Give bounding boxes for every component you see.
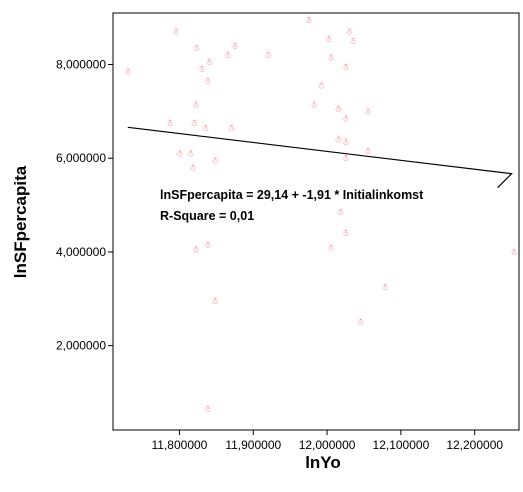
data-point: ☃: [341, 61, 349, 73]
data-point: ☃: [189, 162, 197, 174]
plot-frame: [112, 12, 520, 431]
data-point: ☃: [325, 33, 333, 45]
fit-line-group: [127, 126, 513, 189]
fit-equation: lnSFpercapita = 29,14 + -1,91 * Initiali…: [160, 188, 424, 202]
y-tick-label: 4,000000: [56, 245, 106, 259]
data-point: ☃: [334, 103, 342, 115]
data-point: ☃: [341, 152, 349, 164]
data-point: ☃: [211, 295, 219, 307]
data-point: ☃: [211, 155, 219, 167]
data-point: ☃: [198, 63, 206, 75]
data-point: ☃: [124, 66, 132, 78]
y-axis-title: lnSFpercapita: [11, 165, 30, 278]
data-point: ☃: [327, 52, 335, 64]
y-tick-label: 6,000000: [56, 151, 106, 165]
data-point: ☃: [317, 80, 325, 92]
data-point: ☃: [203, 75, 211, 87]
y-tick-label: 8,000000: [56, 58, 106, 72]
data-point: ☃: [227, 122, 235, 134]
data-point: ☃: [341, 227, 349, 239]
data-point: ☃: [192, 42, 200, 54]
data-point: ☃: [345, 26, 353, 38]
data-point: ☃: [364, 105, 372, 117]
data-point: ☃: [201, 122, 209, 134]
data-point: ☃: [192, 244, 200, 256]
data-point: ☃: [356, 316, 364, 328]
data-point: ☃: [172, 26, 180, 38]
data-point: ☃: [192, 98, 200, 110]
data-point: ☃: [231, 40, 239, 52]
data-point: ☃: [510, 246, 518, 258]
data-point: ☃: [175, 148, 183, 160]
x-tick-label: 12,100000: [373, 438, 430, 452]
data-point: ☃: [166, 117, 174, 129]
data-point: ☃: [327, 241, 335, 253]
x-axis-ticks: 11,800000 11,900000 12,000000 12,100000 12,2…: [152, 430, 503, 452]
data-point: ☃: [190, 117, 198, 129]
data-point: ☃: [203, 239, 211, 251]
x-axis-title: lnYo: [305, 453, 341, 472]
scatter-points: ☃☃☃☃ ☃☃☃☃☃☃☃☃☃☃☃☃☃☃☃☃☃☃☃☃☃☃☃☃☃☃☃☃☃☃☃☃☃☃☃☃…: [124, 14, 518, 415]
data-point: ☃: [334, 134, 342, 146]
data-point: ☃: [186, 148, 194, 160]
x-tick-label: 11,800000: [152, 438, 208, 452]
y-axis-ticks: 2,000000 4,000000 6,000000 8,000000: [56, 58, 113, 353]
x-tick-label: 12,200000: [446, 438, 503, 452]
data-point: ☃: [310, 98, 318, 110]
data-point: ☃: [341, 112, 349, 124]
fit-line: [127, 126, 513, 189]
data-point: ☃: [203, 403, 211, 415]
data-point: ☃: [223, 49, 231, 61]
data-point: ☃: [336, 206, 344, 218]
y-tick-label: 2,000000: [56, 339, 106, 353]
data-point: ☃: [349, 35, 357, 47]
r-square-label: R-Square = 0,01: [160, 209, 254, 223]
data-point: ☃: [205, 56, 213, 68]
data-point: ☃: [341, 136, 349, 148]
data-point: ☃: [364, 145, 372, 157]
data-point: ☃: [264, 49, 272, 61]
data-point: ☃: [381, 281, 389, 293]
x-tick-label: 12,000000: [299, 438, 356, 452]
data-point: ☃: [305, 14, 313, 26]
x-tick-label: 11,900000: [225, 438, 281, 452]
